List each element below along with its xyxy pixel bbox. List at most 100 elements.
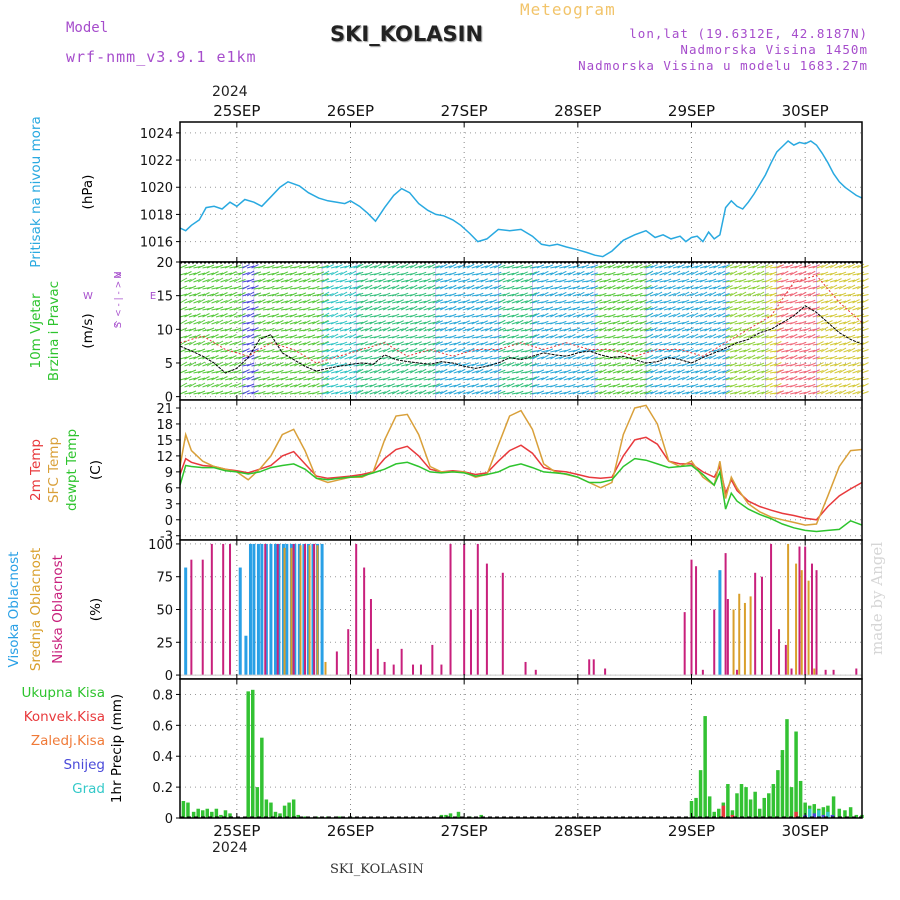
wind-barb xyxy=(355,334,364,339)
wind-barb xyxy=(330,286,339,290)
wind-barb xyxy=(353,293,361,297)
wind-barb xyxy=(630,265,639,269)
wind-barb xyxy=(734,390,742,395)
wind-barb xyxy=(704,364,712,367)
wind-barb xyxy=(713,343,721,346)
wind-barb xyxy=(348,278,357,283)
wind-barb xyxy=(577,291,585,297)
wind-barb xyxy=(747,362,756,367)
wind-barb xyxy=(825,383,833,388)
wind-barb xyxy=(335,327,343,332)
wind-barb xyxy=(374,300,382,304)
wind-barb xyxy=(856,376,865,381)
wind-barb xyxy=(449,368,457,374)
wind-barb xyxy=(348,307,357,311)
wind-barb xyxy=(321,270,330,276)
precip-bar xyxy=(278,813,282,818)
wind-barb xyxy=(326,322,334,325)
wind-barb xyxy=(267,377,275,381)
wind-barb xyxy=(586,270,594,276)
wind-barb xyxy=(572,390,581,395)
wind-barb xyxy=(677,306,685,311)
wind-barb xyxy=(672,320,681,325)
wind-barb xyxy=(485,355,493,360)
wind-barb xyxy=(330,270,339,276)
precip-bar xyxy=(291,799,296,818)
wind-barb xyxy=(856,279,865,283)
wind-barb xyxy=(803,377,811,381)
wind-barb xyxy=(365,321,373,325)
wind-barb xyxy=(672,278,681,283)
wind-barb xyxy=(355,263,364,269)
wind-barb xyxy=(803,306,811,311)
wind-barb xyxy=(781,320,789,325)
wind-barb xyxy=(581,306,590,311)
wind-barb xyxy=(251,306,259,311)
wind-barb xyxy=(418,368,427,374)
precip-bar xyxy=(739,784,744,818)
wind-barb xyxy=(781,362,789,367)
cloud-bar xyxy=(320,543,324,676)
wind-barb xyxy=(603,299,612,304)
wind-barb xyxy=(829,376,838,381)
cloud-bar xyxy=(800,570,803,676)
wind-barb xyxy=(229,355,237,360)
wind-barb xyxy=(752,348,760,353)
wind-barb xyxy=(453,265,461,269)
pressure-series-0 xyxy=(179,140,863,258)
wind-barb xyxy=(428,279,436,283)
wind-barb xyxy=(729,299,738,304)
wind-barb xyxy=(747,383,756,388)
wind-barb xyxy=(816,341,824,346)
wind-barb xyxy=(211,308,219,311)
wind-barb xyxy=(449,326,457,332)
wind-barb xyxy=(581,356,590,360)
wind-barb xyxy=(650,343,658,346)
wind-barb xyxy=(353,272,361,276)
wind-barb xyxy=(197,390,206,395)
wind-barb xyxy=(695,322,703,325)
wind-barb xyxy=(414,273,422,276)
wind-barb xyxy=(444,370,452,374)
wind-barb xyxy=(677,335,685,339)
wind-barb xyxy=(776,264,784,269)
wind-barb xyxy=(246,320,255,325)
wind-barb xyxy=(722,348,730,353)
wind-barb xyxy=(752,377,760,381)
wind-barb xyxy=(532,307,540,311)
cloud-bar xyxy=(313,543,316,676)
wind-barb xyxy=(677,280,685,283)
wind-barb xyxy=(525,314,533,318)
wind-barb xyxy=(179,264,188,269)
wind-barb xyxy=(626,347,634,353)
wind-barb xyxy=(312,306,320,311)
wind-barb xyxy=(498,264,506,269)
wind-barb xyxy=(645,278,654,283)
wind-barb xyxy=(536,306,545,311)
wind-barb xyxy=(838,279,847,283)
wind-barb xyxy=(391,326,400,332)
wind-barb xyxy=(590,285,599,290)
wind-barb xyxy=(776,285,784,290)
wind-barb xyxy=(383,384,391,388)
wind-barb xyxy=(820,376,829,381)
wind-barb xyxy=(756,333,765,339)
wind-barb xyxy=(321,320,330,325)
wind-barb xyxy=(568,312,576,318)
wind-barb xyxy=(568,307,576,311)
wind-barb xyxy=(369,320,377,325)
wind-barb xyxy=(197,277,206,283)
wind-barb xyxy=(838,347,847,353)
wind-barb xyxy=(608,363,616,367)
cloud-bar xyxy=(795,563,798,676)
wind-barb xyxy=(405,286,413,290)
wind-barb xyxy=(738,349,747,353)
wind-barb xyxy=(668,348,676,353)
wind-barb xyxy=(326,264,334,269)
wind-barb xyxy=(276,382,284,388)
wind-barb xyxy=(353,285,361,290)
wind-barb xyxy=(229,363,237,367)
wind-barb xyxy=(704,306,712,311)
wind-barb xyxy=(294,390,302,395)
wind-barb xyxy=(769,376,778,381)
